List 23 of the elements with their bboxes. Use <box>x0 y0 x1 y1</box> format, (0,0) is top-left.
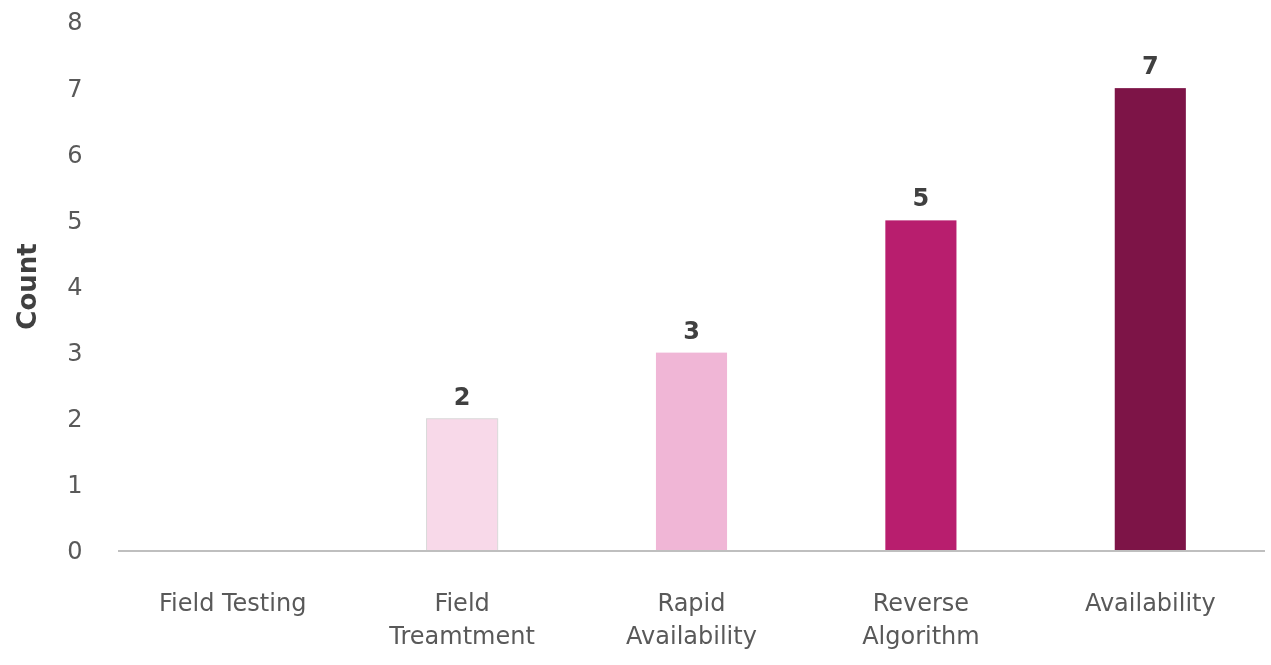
data-label: 3 <box>683 316 700 345</box>
y-tick-label: 3 <box>67 339 83 368</box>
bar <box>426 418 499 552</box>
y-tick-label: 6 <box>67 140 83 169</box>
bar <box>885 220 957 551</box>
y-tick-label: 8 <box>67 8 83 37</box>
bar <box>655 352 728 551</box>
x-tick-label: Rapid Availability <box>626 589 757 650</box>
y-axis-title: Count <box>12 243 42 330</box>
data-label: 2 <box>453 382 471 411</box>
y-tick-label: 1 <box>67 471 83 500</box>
x-tick-label: Field Testing <box>159 589 307 617</box>
y-tick-label: 7 <box>67 74 83 103</box>
y-tick-label: 4 <box>67 272 83 301</box>
x-tick-label: Reverse Algorithm <box>862 589 980 650</box>
y-tick-label: 2 <box>67 405 83 434</box>
y-tick-label: 0 <box>67 537 83 566</box>
x-tick-label: Availability <box>1084 589 1216 617</box>
x-tick-label: Field Treamtment <box>388 589 535 650</box>
data-label: 5 <box>912 184 930 213</box>
bar <box>1114 88 1186 551</box>
y-tick-label: 5 <box>67 206 83 235</box>
data-label: 7 <box>1141 52 1159 81</box>
